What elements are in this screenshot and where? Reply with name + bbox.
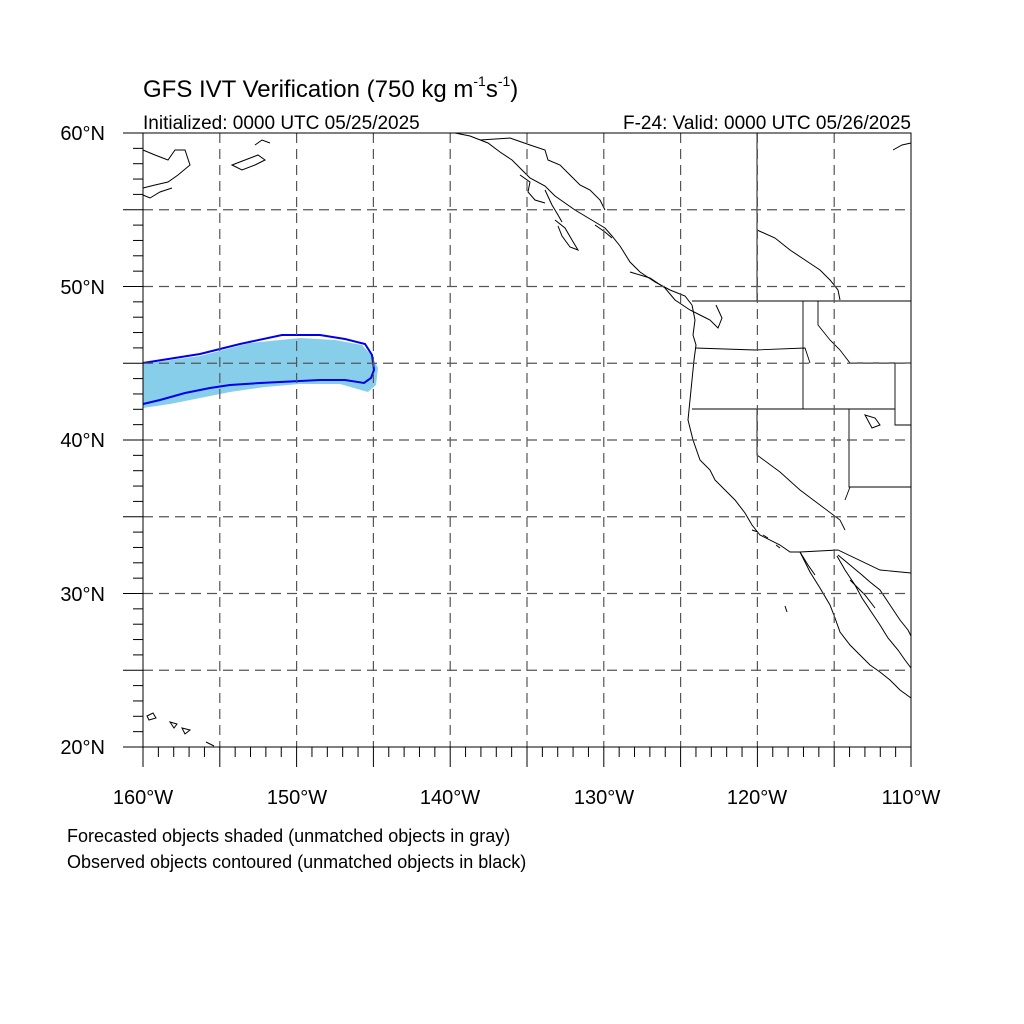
lat-label-50: 50°N	[60, 277, 105, 299]
lat-label-40: 40°N	[60, 430, 105, 452]
political-borders	[692, 133, 912, 574]
latitude-labels: 20°N 30°N 40°N 50°N 60°N	[60, 123, 105, 759]
lon-label-160w: 160°W	[113, 787, 173, 809]
coastlines	[142, 132, 912, 747]
lon-label-140w: 140°W	[420, 787, 480, 809]
observed-legend-note: Observed objects contoured (unmatched ob…	[67, 852, 527, 872]
lat-label-20: 20°N	[60, 737, 105, 759]
lat-label-60: 60°N	[60, 123, 105, 145]
graticule	[143, 133, 911, 747]
forecast-object	[143, 338, 378, 408]
lon-label-150w: 150°W	[267, 787, 327, 809]
lon-label-120w: 120°W	[727, 787, 787, 809]
observed-contour	[142, 334, 376, 405]
figure-title: GFS IVT Verification (750 kg m-1s-1)	[143, 73, 518, 103]
axis-ticks	[123, 132, 912, 767]
lon-label-130w: 130°W	[574, 787, 634, 809]
plot-frame	[142, 132, 912, 748]
initialized-label: Initialized: 0000 UTC 05/25/2025	[143, 113, 420, 134]
longitude-labels: 160°W 150°W 140°W 130°W 120°W 110°W	[113, 787, 941, 809]
valid-label: F-24: Valid: 0000 UTC 05/26/2025	[623, 113, 911, 134]
forecast-legend-note: Forecasted objects shaded (unmatched obj…	[67, 826, 511, 846]
lon-label-110w: 110°W	[882, 787, 941, 809]
lat-label-30: 30°N	[60, 584, 105, 606]
